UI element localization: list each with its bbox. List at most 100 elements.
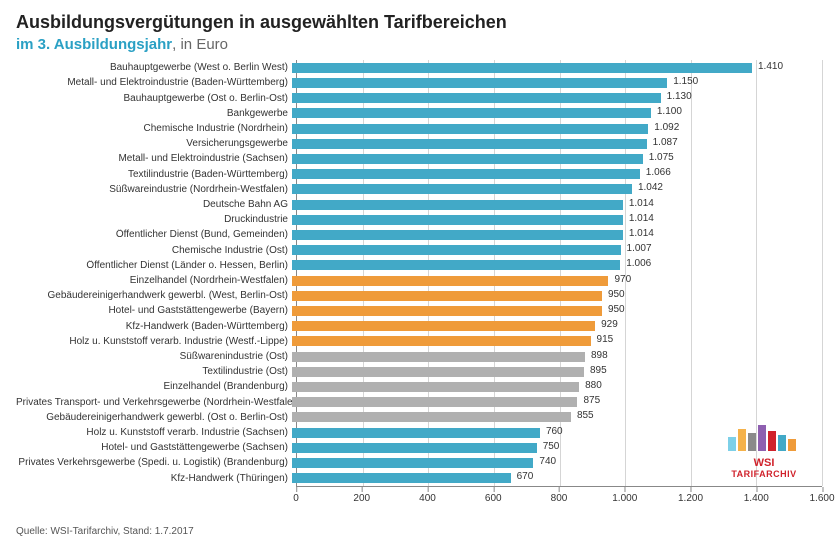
bar-wrap: 970 — [292, 276, 814, 286]
bar-value: 1.006 — [626, 258, 651, 269]
bar-row: Textilindustrie (Ost) 895 — [16, 365, 822, 379]
title-block: Ausbildungsvergütungen in ausgewählten T… — [16, 12, 822, 54]
wsi-logo: WSI TARIFARCHIV — [714, 419, 814, 469]
bar-label: Hotel- und Gaststättengewerbe (Bayern) — [16, 305, 292, 316]
x-axis: 02004006008001.0001.2001.4001.600 — [296, 486, 822, 510]
bar-row: Süßwareindustrie (Nordrhein-Westfalen)1.… — [16, 182, 822, 196]
bar-row: Holz u. Kunststoff verarb. Industrie (Sa… — [16, 426, 822, 440]
bar-row: Süßwarenindustrie (Ost)898 — [16, 350, 822, 364]
bar — [292, 93, 661, 103]
bar-value: 970 — [614, 274, 631, 285]
bar-wrap: 950 — [292, 291, 814, 301]
bar — [292, 200, 623, 210]
bar-value: 880 — [585, 380, 602, 391]
bar — [292, 63, 752, 73]
bar-row: Öffentlicher Dienst (Bund, Gemeinden)1.0… — [16, 228, 822, 242]
bar — [292, 124, 648, 134]
bar-wrap: 929 — [292, 321, 814, 331]
bar — [292, 291, 602, 301]
bar-value: 1.075 — [649, 152, 674, 163]
bar-row: Privates Transport- und Verkehrsgewerbe … — [16, 395, 822, 409]
bar-value: 760 — [546, 426, 563, 437]
subtitle-suffix: , in Euro — [172, 36, 228, 53]
bar — [292, 306, 602, 316]
bar-row: Hotel- und Gaststättengewerbe (Sachsen) 7… — [16, 441, 822, 455]
bar — [292, 428, 540, 438]
bar-value: 898 — [591, 350, 608, 361]
bar-label: Kfz-Handwerk (Baden-Württemberg) — [16, 321, 292, 332]
bar-label: Deutsche Bahn AG — [16, 199, 292, 210]
bar — [292, 321, 595, 331]
bar-row: Bauhauptgewerbe (Ost o. Berlin-Ost)1.130 — [16, 91, 822, 105]
bar-row: Gebäudereinigerhandwerk gewerbl. (Ost o.… — [16, 410, 822, 424]
bar-wrap: 895 — [292, 367, 814, 377]
bar-label: Textilindustrie (Ost) — [16, 366, 292, 377]
bar-wrap: 1.014 — [292, 215, 814, 225]
chart-subtitle: im 3. Ausbildungsjahr, in Euro — [16, 35, 822, 55]
bar-wrap: 1.100 — [292, 108, 814, 118]
bar-value: 740 — [539, 456, 556, 467]
chart-title: Ausbildungsvergütungen in ausgewählten T… — [16, 12, 822, 34]
bar-label: Einzelhandel (Nordrhein-Westfalen) — [16, 275, 292, 286]
bar-label: Holz u. Kunststoff verarb. Industrie (We… — [16, 336, 292, 347]
bar-value: 750 — [543, 441, 560, 452]
x-tick: 800 — [551, 487, 568, 504]
bar-row: Metall- und Elektroindustrie (Sachsen)1.… — [16, 152, 822, 166]
bar-row: Hotel- und Gaststättengewerbe (Bayern)95… — [16, 304, 822, 318]
bar-wrap: 1.014 — [292, 200, 814, 210]
bar-row: Versicherungsgewerbe1.087 — [16, 137, 822, 151]
bar — [292, 367, 584, 377]
x-tick: 1.000 — [612, 487, 637, 504]
bar-label: Privates Transport- und Verkehrsgewerbe … — [16, 397, 292, 408]
bar-row: Textilindustrie (Baden-Württemberg)1.066 — [16, 167, 822, 181]
bar-value: 1.150 — [673, 76, 698, 87]
bar-value: 950 — [608, 289, 625, 300]
x-tick: 1.600 — [809, 487, 834, 504]
bar-label: Privates Verkehrsgewerbe (Spedi. u. Logi… — [16, 457, 292, 468]
bar-label: Druckindustrie — [16, 214, 292, 225]
bar-value: 670 — [517, 471, 534, 482]
x-tick: 0 — [293, 487, 299, 504]
bar-wrap: 1.092 — [292, 124, 814, 134]
bar — [292, 276, 608, 286]
bar — [292, 352, 585, 362]
bar-row: Privates Verkehrsgewerbe (Spedi. u. Logi… — [16, 456, 822, 470]
bar-value: 915 — [597, 334, 614, 345]
bar-value: 875 — [583, 395, 600, 406]
bar-label: Textilindustrie (Baden-Württemberg) — [16, 169, 292, 180]
x-tick: 200 — [353, 487, 370, 504]
bar-wrap: 915 — [292, 336, 814, 346]
bar — [292, 336, 591, 346]
x-tick: 1.200 — [678, 487, 703, 504]
bar-label: Gebäudereinigerhandwerk gewerbl. (West, … — [16, 290, 292, 301]
bar-row: Bauhauptgewerbe (West o. Berlin West)1.4… — [16, 61, 822, 75]
logo-text: WSI TARIFARCHIV — [714, 458, 814, 480]
bar-value: 855 — [577, 410, 594, 421]
x-tick: 1.400 — [744, 487, 769, 504]
bar-label: Kfz-Handwerk (Thüringen) — [16, 473, 292, 484]
bar-label: Chemische Industrie (Nordrhein) — [16, 123, 292, 134]
bar-row: Öffentlicher Dienst (Länder o. Hessen, B… — [16, 258, 822, 272]
bar-wrap: 1.087 — [292, 139, 814, 149]
subtitle-highlight: im 3. Ausbildungsjahr — [16, 36, 172, 53]
bar-row: Kfz-Handwerk (Baden-Württemberg)929 — [16, 319, 822, 333]
bar-rows: Bauhauptgewerbe (West o. Berlin West)1.4… — [16, 60, 822, 486]
bar-value: 895 — [590, 365, 607, 376]
bar-row: Chemische Industrie (Nordrhein) 1.092 — [16, 122, 822, 136]
bar — [292, 245, 621, 255]
bar-label: Bauhauptgewerbe (West o. Berlin West) — [16, 62, 292, 73]
bar — [292, 397, 577, 407]
bar — [292, 443, 537, 453]
bar — [292, 215, 623, 225]
bar — [292, 473, 511, 483]
bar-value: 1.092 — [654, 122, 679, 133]
bar-value: 1.007 — [627, 243, 652, 254]
bar-label: Süßwareindustrie (Nordrhein-Westfalen) — [16, 184, 292, 195]
bar-row: Deutsche Bahn AG1.014 — [16, 198, 822, 212]
bar-value: 1.014 — [629, 228, 654, 239]
bar — [292, 230, 623, 240]
bar-label: Hotel- und Gaststättengewerbe (Sachsen) — [16, 442, 292, 453]
bar-label: Versicherungsgewerbe — [16, 138, 292, 149]
bar-row: Bankgewerbe1.100 — [16, 106, 822, 120]
bar-wrap: 1.006 — [292, 260, 814, 270]
